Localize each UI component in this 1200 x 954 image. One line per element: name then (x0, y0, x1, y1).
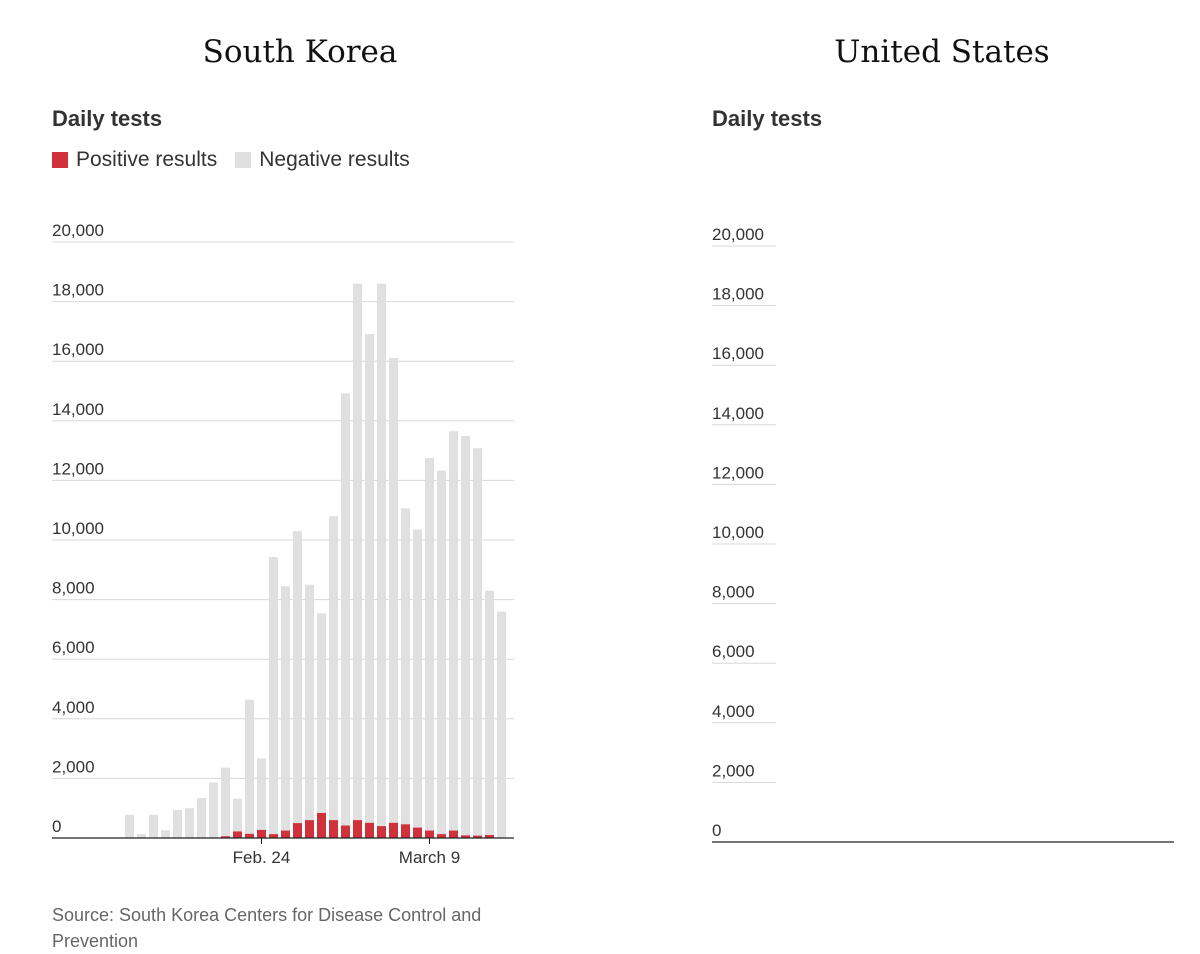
x-tick-label: Feb. 24 (1199, 852, 1200, 871)
bar-negative (401, 508, 410, 825)
y-tick-label: 18,000 (712, 285, 764, 304)
chart-title: South Korea (202, 34, 398, 70)
bar-positive (377, 826, 386, 838)
bar-positive (425, 830, 434, 838)
bar-negative (329, 516, 338, 821)
bar-positive (329, 820, 338, 838)
bar-negative (149, 814, 158, 838)
bar-negative (365, 334, 374, 823)
legend-label-negative: Negative results (259, 148, 410, 171)
y-tick-label: 10,000 (712, 523, 764, 542)
y-tick-label: 14,000 (52, 400, 104, 419)
bar-negative (353, 283, 362, 821)
bar-positive (485, 835, 494, 838)
bar-positive (341, 825, 350, 838)
bar-negative (389, 357, 398, 823)
bar-positive (401, 824, 410, 838)
bar-negative (137, 834, 146, 838)
chart-subtitle: Daily tests (52, 106, 163, 131)
x-tick-label: March 9 (399, 848, 460, 867)
x-tick-label: Feb. 24 (233, 848, 291, 867)
y-tick-label: 8,000 (52, 579, 95, 598)
bar-negative (161, 830, 170, 838)
bar-negative (125, 814, 134, 838)
south-korea-panel: South Korea Daily tests Positive results… (52, 34, 514, 951)
y-tick-label: 0 (712, 821, 721, 840)
y-tick-label: 14,000 (712, 404, 764, 423)
legend-item-positive: Positive results (52, 148, 217, 172)
united-states-panel: United States Daily tests 0 2,000 4,000 6,0… (600, 0, 1200, 954)
y-tick-label: 20,000 (712, 225, 764, 244)
y-tick-label: 18,000 (52, 281, 104, 300)
y-tick-label: 16,000 (712, 344, 764, 363)
bar-negative (173, 809, 182, 838)
bar-negative (269, 556, 278, 835)
source-note: Source: South Korea Centers for Disease … (52, 905, 482, 951)
y-tick-label: 4,000 (712, 702, 755, 721)
bar-negative (185, 808, 194, 838)
bar-positive (221, 836, 230, 838)
bar-positive (245, 833, 254, 838)
bar-positive (353, 820, 362, 838)
bar-negative (305, 584, 314, 821)
bar-negative (485, 590, 494, 836)
bar-negative (497, 611, 506, 838)
bar-negative (425, 458, 434, 831)
y-tick-label: 6,000 (712, 642, 755, 661)
legend: Positive results Negative results (52, 148, 428, 172)
y-tick-label: 0 (52, 817, 61, 836)
y-tick-label: 12,000 (52, 459, 104, 478)
y-tick-label: 16,000 (52, 340, 104, 359)
y-tick-label: 10,000 (52, 519, 104, 538)
y-tick-label: 2,000 (712, 761, 755, 780)
bar-positive (269, 834, 278, 838)
legend-item-negative: Negative results (235, 148, 410, 172)
bar-negative (473, 448, 482, 836)
bar-negative (413, 529, 422, 828)
bar-positive (365, 822, 374, 838)
y-tick-label: 2,000 (52, 757, 95, 776)
bar-positive (389, 822, 398, 838)
bar-positive (437, 834, 446, 838)
bar-positive (233, 831, 242, 838)
bar-positive (461, 835, 470, 838)
bar-negative (449, 431, 458, 831)
y-tick-label: 6,000 (52, 638, 95, 657)
bar-positive (317, 812, 326, 838)
bar-positive (281, 830, 290, 838)
bar-negative (197, 798, 206, 838)
united-states-chart: 0 2,000 4,000 6,000 8,000 10,000 12,000 14,000 1… (712, 225, 1200, 871)
bar-negative (293, 531, 302, 824)
bar-positive (305, 820, 314, 838)
bar-negative (221, 767, 230, 837)
y-tick-label: 12,000 (712, 463, 764, 482)
legend-label-positive: Positive results (76, 148, 218, 171)
y-tick-label: 8,000 (712, 583, 755, 602)
bar-negative (461, 435, 470, 836)
bar-negative (341, 393, 350, 826)
bar-negative (377, 283, 386, 827)
bar-positive (449, 830, 458, 838)
chart-subtitle: Daily tests (712, 106, 823, 131)
y-tick-label: 20,000 (52, 221, 104, 240)
legend-swatch-positive (52, 152, 68, 168)
legend-swatch-negative (235, 152, 252, 168)
bar-positive (473, 835, 482, 838)
chart-title: United States (834, 34, 1050, 70)
bar-positive (293, 823, 302, 838)
bar-negative (245, 699, 254, 834)
bar-positive (413, 827, 422, 838)
bar-negative (281, 586, 290, 831)
bar-positive (257, 829, 266, 838)
south-korea-chart: 0 2,000 4,000 6,000 8,000 10,000 12,000 14,000 1… (52, 221, 514, 867)
bar-negative (209, 782, 218, 838)
bar-negative (437, 470, 446, 835)
bar-negative (317, 613, 326, 813)
bar-negative (257, 758, 266, 830)
bar-negative (233, 798, 242, 832)
y-tick-label: 4,000 (52, 698, 95, 717)
